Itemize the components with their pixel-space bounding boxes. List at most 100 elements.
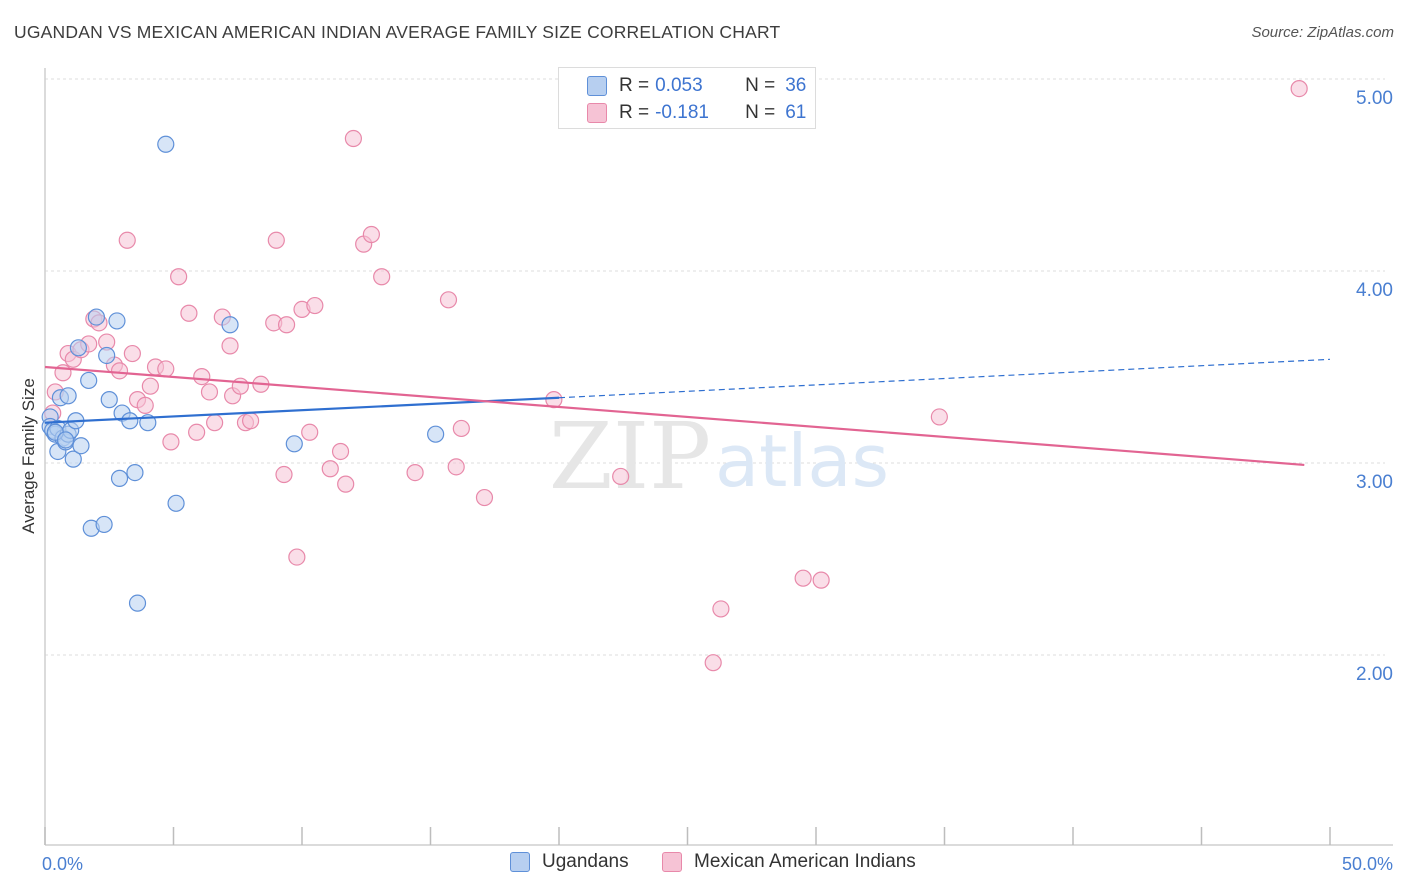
data-point	[110, 469, 129, 487]
data-point	[812, 571, 830, 589]
series-legend: Ugandans Mexican American Indians	[0, 851, 1406, 881]
data-point	[242, 412, 260, 430]
legend-swatch-pink	[662, 852, 682, 872]
data-point	[80, 371, 98, 390]
data-point	[123, 344, 141, 363]
y-tick-label: 2.00	[1356, 664, 1393, 685]
data-point	[206, 414, 224, 432]
ugandans-trend-dashed	[558, 358, 1331, 399]
data-point	[362, 225, 380, 244]
watermark: ZIP atlas	[549, 403, 889, 510]
legend-label: Ugandans	[542, 851, 629, 872]
legend-n-value: 36	[785, 75, 807, 96]
ugandans-trend-solid	[44, 396, 560, 424]
legend-label: Mexican American Indians	[694, 851, 916, 872]
legend-r-value: -0.181	[655, 102, 709, 123]
data-point	[704, 654, 722, 672]
data-point	[306, 296, 324, 315]
legend-n-label: N =	[745, 102, 776, 123]
data-point	[118, 231, 136, 249]
correlation-legend: R = 0.053 N = 36 R = -0.181 N = 61	[558, 67, 816, 129]
data-point	[267, 231, 285, 249]
data-point	[321, 460, 339, 478]
data-point	[344, 129, 362, 148]
series-mexican-american-indians	[44, 79, 1308, 672]
data-point	[406, 464, 424, 482]
data-point	[136, 396, 154, 414]
chart-title: UGANDAN VS MEXICAN AMERICAN INDIAN AVERA…	[14, 22, 781, 42]
y-tick-label: 5.00	[1356, 88, 1393, 109]
data-point	[439, 291, 458, 309]
data-point	[95, 515, 113, 534]
legend-swatch-blue	[587, 76, 607, 96]
legend-n-label: N =	[745, 75, 776, 96]
data-point	[930, 408, 948, 426]
data-point	[221, 337, 239, 355]
data-point	[180, 304, 198, 322]
data-point	[452, 419, 470, 438]
data-point	[447, 458, 465, 476]
legend-swatch-pink	[587, 103, 607, 123]
watermark-atlas: atlas	[715, 419, 889, 503]
data-point	[188, 423, 206, 441]
data-point	[193, 368, 211, 386]
data-point	[794, 569, 812, 587]
data-point	[157, 360, 175, 378]
data-point	[69, 339, 88, 357]
source-credit: Source: ZipAtlas.com	[1251, 24, 1394, 41]
data-point	[712, 600, 730, 618]
y-axis-label: Average Family Size	[19, 378, 38, 534]
legend-r-label: R =	[619, 102, 650, 123]
data-point	[285, 435, 303, 453]
y-tick-label: 3.00	[1356, 472, 1393, 493]
data-point	[170, 268, 188, 286]
data-point	[231, 377, 249, 395]
data-point	[121, 412, 139, 430]
data-point	[162, 433, 180, 451]
data-point	[427, 425, 445, 443]
data-point	[108, 312, 126, 330]
legend-r-label: R =	[619, 75, 650, 96]
y-tick-label: 4.00	[1356, 280, 1393, 301]
data-point	[167, 494, 185, 512]
trend-lines	[44, 358, 1331, 467]
data-point	[373, 268, 391, 286]
data-point	[277, 316, 296, 334]
legend-row-ugandans: R = 0.053 N = 36	[559, 73, 806, 99]
mexican-american-indians-trend	[44, 365, 1305, 467]
legend-item-ugandans[interactable]: Ugandans	[510, 851, 629, 873]
legend-n-value: 61	[785, 102, 807, 123]
data-point	[64, 450, 82, 468]
data-point	[301, 423, 319, 441]
data-point	[331, 442, 350, 461]
data-point	[59, 387, 77, 405]
x-tick-label-min: 0.0%	[42, 854, 83, 874]
data-point	[1290, 79, 1308, 98]
data-point	[87, 308, 106, 326]
data-point	[475, 488, 494, 507]
data-point	[200, 383, 219, 401]
data-point	[612, 467, 630, 486]
data-point	[72, 437, 90, 455]
data-point	[221, 316, 239, 334]
data-point	[56, 431, 75, 449]
tick-labels: 2.00 3.00 4.00 5.00 0.0% 50.0%	[42, 88, 1393, 874]
data-point	[337, 475, 355, 493]
data-point	[288, 548, 306, 566]
x-tick-label-max: 50.0%	[1342, 854, 1393, 874]
data-point	[110, 362, 129, 380]
series-ugandans	[41, 135, 445, 612]
data-point	[275, 465, 293, 484]
gridlines	[45, 78, 1385, 656]
data-point	[98, 346, 116, 365]
data-point	[100, 391, 118, 409]
legend-swatch-blue	[510, 852, 530, 872]
legend-item-mexican-american-indians[interactable]: Mexican American Indians	[662, 851, 916, 873]
watermark-zip: ZIP	[549, 403, 711, 510]
data-point	[126, 464, 144, 482]
axes	[44, 68, 1393, 846]
data-point	[141, 377, 159, 395]
data-point	[157, 135, 175, 153]
legend-r-value: 0.053	[655, 75, 703, 96]
